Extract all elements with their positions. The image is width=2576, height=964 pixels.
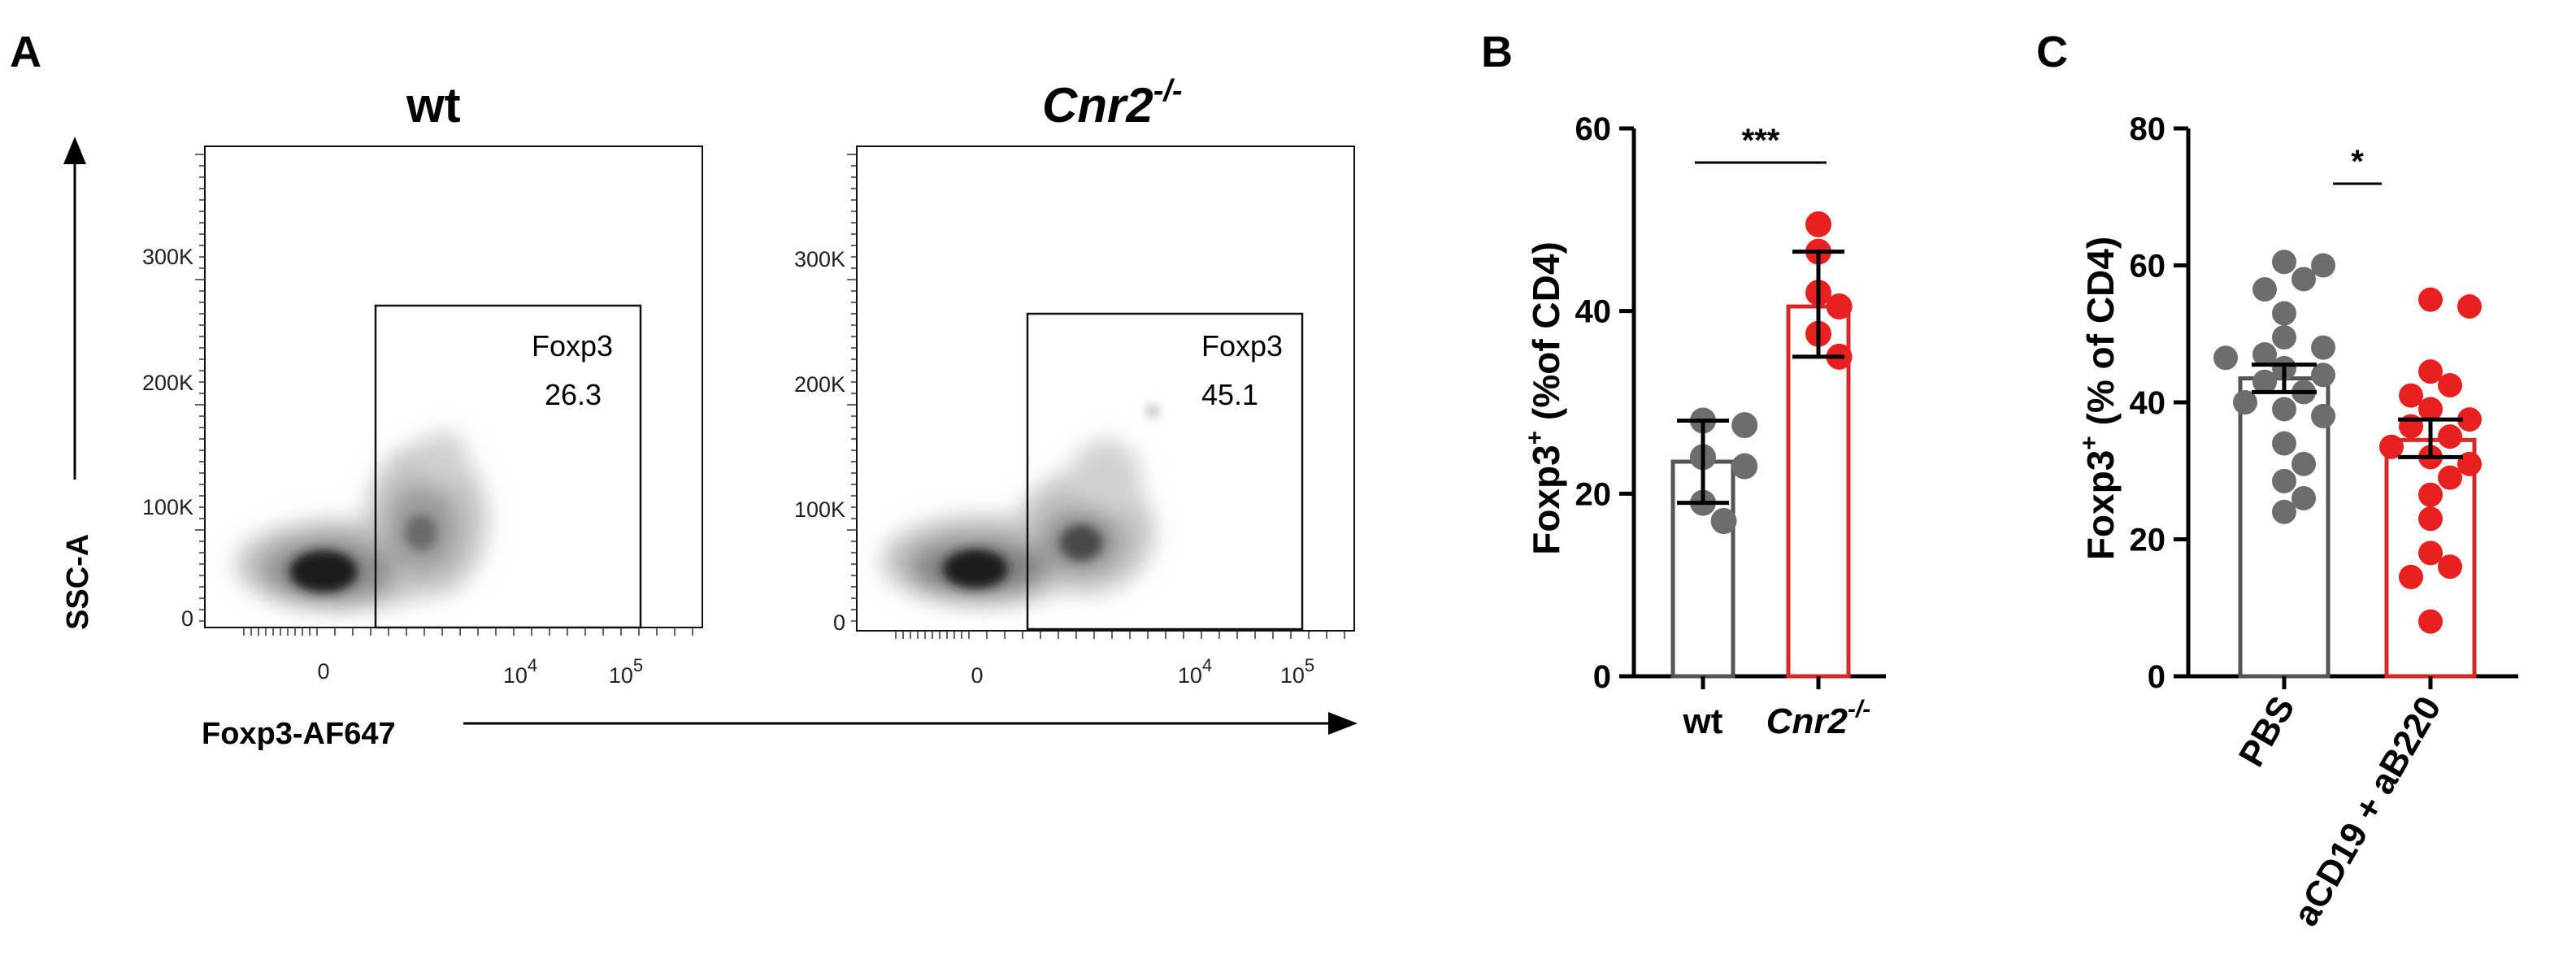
- data-point: [2311, 403, 2335, 428]
- x-tick-0: 0: [317, 659, 329, 684]
- bar-chart-b: 0 20 40 60 Foxp3+ (%of CD4) wt Cnr2-/- ***: [1522, 111, 1886, 741]
- data-point: [2418, 609, 2443, 634]
- data-point: [2233, 390, 2257, 415]
- y-tick-label: 20: [1575, 476, 1612, 512]
- data-point: [2252, 369, 2277, 394]
- x-category-label: aCD19 + aB220: [2286, 690, 2449, 933]
- panel-label-a: A: [10, 28, 41, 76]
- flow-title-wt: wt: [406, 78, 461, 132]
- y-tick-200k: 200K: [142, 371, 193, 395]
- data-point: [2438, 424, 2462, 449]
- data-point: [2311, 363, 2335, 388]
- data-point: [1731, 412, 1758, 439]
- flow-plot-wt: wt Foxp3 26.3 300K 200K 100K 0 0 104 105: [142, 78, 703, 688]
- data-point: [2291, 485, 2316, 510]
- data-point: [2438, 465, 2462, 490]
- data-point: [2418, 541, 2443, 566]
- data-point: [2272, 468, 2296, 493]
- x-category-label: Cnr2-/-: [1766, 696, 1871, 741]
- x-arrow-head-icon: [1328, 712, 1358, 735]
- data-point: [2272, 250, 2296, 275]
- gate-wt: [374, 304, 642, 629]
- y-tick-label: 60: [2130, 249, 2166, 284]
- data-point: [2438, 372, 2462, 397]
- data-point: [1731, 453, 1758, 480]
- y-tick-300k: 300K: [794, 247, 845, 271]
- y-minor-ticks: [847, 154, 857, 622]
- flow-frame-cnr2: [856, 145, 1355, 632]
- data-point: [2438, 554, 2462, 580]
- y-axis-label: Foxp3+ (% of CD4): [2076, 237, 2122, 560]
- y-arrow-head-icon: [63, 137, 86, 164]
- data-point: [2272, 431, 2296, 456]
- data-point: [2418, 397, 2443, 422]
- x-category-label: wt: [1683, 701, 1723, 741]
- y-minor-ticks: [195, 154, 205, 622]
- data-point: [2418, 506, 2443, 532]
- data-point: [2399, 564, 2423, 589]
- data-point: [2291, 267, 2316, 292]
- density-cloud-wt: [236, 431, 488, 610]
- y-tick-100k: 100K: [142, 495, 193, 519]
- y-tick-0: 0: [181, 606, 193, 631]
- y-tick-300k: 300K: [142, 245, 193, 269]
- data-point: [2418, 287, 2443, 312]
- y-tick-label: 80: [2130, 111, 2166, 147]
- data-point: [2418, 482, 2443, 507]
- y-axis-label: SSC-A: [61, 534, 95, 630]
- y-tick-label: 0: [1593, 659, 1611, 695]
- y-tick-label: 20: [2130, 523, 2166, 558]
- data-point: [2457, 294, 2482, 319]
- y-tick-label: 0: [2148, 659, 2165, 695]
- data-point: [2252, 342, 2277, 367]
- data-point: [2272, 301, 2296, 326]
- flow-plot-cnr2: Cnr2-/- Foxp3 45.1 300K 200K 100K 0 0 10…: [794, 74, 1355, 688]
- significance-label: ***: [1742, 123, 1780, 158]
- data-point: [2252, 276, 2277, 302]
- gate-value-cnr2: 45.1: [1201, 378, 1258, 411]
- data-point: [2291, 451, 2316, 476]
- flow-title-cnr2: Cnr2-/-: [1042, 74, 1183, 132]
- y-tick-200k: 200K: [794, 372, 845, 397]
- data-point: [2272, 499, 2296, 524]
- x-tick-10e4: 104: [1178, 655, 1212, 688]
- y-axis-label: Foxp3+ (%of CD4): [1522, 241, 1567, 555]
- x-minor-ticks: [895, 631, 1345, 639]
- gate-name-wt: Foxp3: [532, 329, 613, 363]
- data-point: [2213, 345, 2238, 371]
- data-point: [1710, 508, 1737, 535]
- data-point: [2457, 407, 2482, 432]
- gate-value-wt: 26.3: [545, 378, 602, 411]
- data-point: [1826, 293, 1853, 320]
- x-tick-10e5: 105: [609, 655, 643, 688]
- data-point: [2457, 451, 2482, 476]
- data-point: [1805, 211, 1831, 237]
- x-tick-0: 0: [971, 663, 983, 688]
- data-point: [2418, 359, 2443, 384]
- data-point: [2311, 253, 2335, 278]
- panel-label-b: B: [1481, 28, 1513, 76]
- gate-cnr2: [1026, 312, 1304, 631]
- x-axis-label: Foxp3-AF647: [202, 717, 396, 751]
- y-tick-0: 0: [833, 610, 845, 635]
- significance-label: *: [2351, 144, 2364, 180]
- y-tick-label: 60: [1575, 111, 1612, 147]
- data-point: [2399, 383, 2423, 408]
- data-point: [2379, 434, 2404, 459]
- x-category-label: PBS: [2231, 690, 2303, 774]
- gate-name-cnr2: Foxp3: [1201, 329, 1283, 363]
- data-point: [2272, 397, 2296, 422]
- y-tick-label: 40: [2130, 385, 2166, 421]
- data-point: [2272, 324, 2296, 350]
- panel-label-c: C: [2036, 28, 2068, 76]
- y-tick-100k: 100K: [794, 497, 845, 522]
- x-tick-10e5: 105: [1280, 655, 1314, 688]
- x-minor-ticks: [243, 627, 693, 636]
- y-tick-label: 40: [1575, 294, 1612, 330]
- data-point: [2311, 335, 2335, 360]
- density-cloud-cnr2: [882, 439, 1154, 606]
- x-tick-10e4: 104: [503, 655, 537, 688]
